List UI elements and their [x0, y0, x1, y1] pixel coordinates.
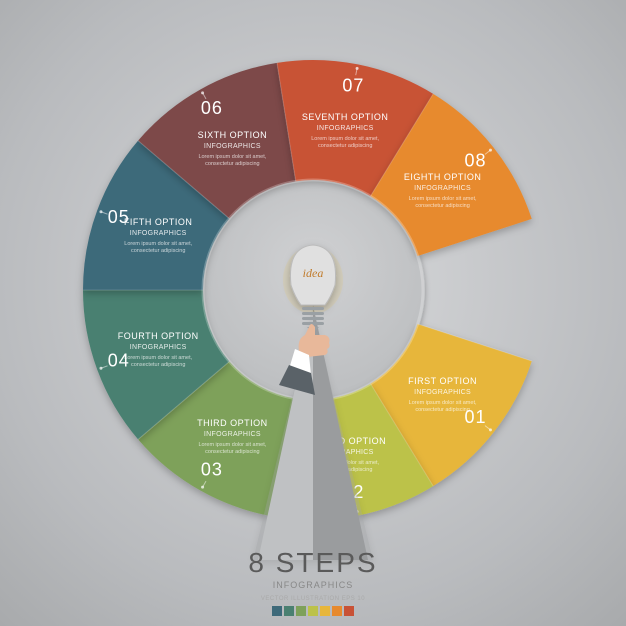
svg-text:consectetur adipiscing: consectetur adipiscing: [415, 203, 469, 209]
segment-lorem: Lorem ipsum dolor sit amet,: [409, 196, 477, 202]
segment-lorem: Lorem ipsum dolor sit amet,: [124, 355, 192, 361]
segment-subtitle: INFOGRAPHICS: [414, 185, 471, 192]
segment-title: SIXTH OPTION: [198, 130, 268, 140]
color-swatch: [296, 606, 306, 616]
segment-title: FIRST OPTION: [408, 376, 477, 386]
segment-number: 07: [342, 76, 364, 96]
segment-subtitle: INFOGRAPHICS: [204, 143, 261, 150]
segment-title: FOURTH OPTION: [118, 331, 199, 341]
color-swatch: [284, 606, 294, 616]
segment-title: FIFTH OPTION: [124, 217, 193, 227]
segment-title: EIGHTH OPTION: [404, 172, 482, 182]
footer-tiny: VECTOR ILLUSTRATION EPS 10: [261, 596, 365, 602]
segment-number: 08: [465, 151, 487, 171]
svg-text:consectetur adipiscing: consectetur adipiscing: [205, 449, 259, 455]
segment-subtitle: INFOGRAPHICS: [130, 230, 187, 237]
segment-number: 03: [201, 459, 223, 479]
infographic-svg: 01FIRST OPTIONINFOGRAPHICSLorem ipsum do…: [0, 0, 626, 626]
segment-lorem: Lorem ipsum dolor sit amet,: [198, 442, 266, 448]
svg-text:consectetur adipiscing: consectetur adipiscing: [131, 362, 185, 368]
segment-lorem: Lorem ipsum dolor sit amet,: [409, 400, 477, 406]
footer: 8 STEPS INFOGRAPHICS VECTOR ILLUSTRATION E…: [248, 547, 377, 616]
segment-lorem: Lorem ipsum dolor sit amet,: [311, 136, 379, 142]
footer-title: 8 STEPS: [248, 547, 377, 578]
segment-lorem: Lorem ipsum dolor sit amet,: [198, 154, 266, 160]
segment-subtitle: INFOGRAPHICS: [204, 431, 261, 438]
segment-subtitle: INFOGRAPHICS: [130, 344, 187, 351]
segment-title: THIRD OPTION: [197, 418, 268, 428]
svg-text:consectetur adipiscing: consectetur adipiscing: [205, 161, 259, 167]
color-swatch: [332, 606, 342, 616]
color-swatch: [320, 606, 330, 616]
color-swatch: [344, 606, 354, 616]
svg-text:consectetur adipiscing: consectetur adipiscing: [318, 143, 372, 149]
svg-text:consectetur adipiscing: consectetur adipiscing: [415, 407, 469, 413]
color-swatch: [308, 606, 318, 616]
segment-title: SEVENTH OPTION: [302, 112, 389, 122]
segment-number: 06: [201, 98, 223, 118]
segment-subtitle: INFOGRAPHICS: [414, 389, 471, 396]
infographic-stage: 01FIRST OPTIONINFOGRAPHICSLorem ipsum do…: [0, 0, 626, 626]
svg-text:consectetur adipiscing: consectetur adipiscing: [131, 248, 185, 254]
color-swatch: [272, 606, 282, 616]
segment-subtitle: INFOGRAPHICS: [317, 125, 374, 132]
footer-subtitle: INFOGRAPHICS: [273, 580, 354, 590]
segment-lorem: Lorem ipsum dolor sit amet,: [124, 241, 192, 247]
idea-label: idea: [303, 266, 324, 280]
